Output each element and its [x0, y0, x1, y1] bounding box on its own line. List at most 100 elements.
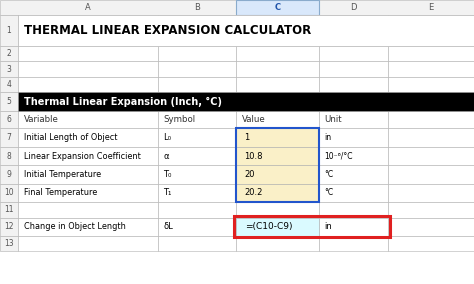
Bar [236, 111, 319, 128]
Bar [158, 165, 236, 184]
Bar [319, 111, 388, 128]
Text: Symbol: Symbol [164, 115, 196, 124]
Text: 3: 3 [7, 64, 11, 74]
Bar [319, 61, 388, 77]
Bar [18, 202, 158, 218]
Bar [158, 92, 236, 111]
Text: 13: 13 [4, 239, 14, 248]
Bar [236, 128, 319, 147]
Text: 7: 7 [7, 133, 11, 142]
Text: A: A [85, 3, 91, 12]
Bar [319, 15, 388, 46]
Bar [319, 128, 388, 147]
Text: 20: 20 [245, 170, 255, 179]
Bar [18, 15, 474, 46]
Text: °C: °C [325, 170, 334, 179]
Bar [236, 184, 319, 202]
Bar [388, 46, 474, 61]
Text: =(C10-C9): =(C10-C9) [245, 222, 292, 231]
Text: 2: 2 [7, 49, 11, 58]
Bar [18, 77, 158, 92]
Bar [0, 77, 18, 92]
Bar [0, 46, 18, 61]
Bar [0, 236, 18, 251]
Bar [158, 147, 236, 165]
Bar [0, 184, 18, 202]
Bar [388, 77, 474, 92]
Bar [158, 111, 236, 128]
Bar [388, 92, 474, 111]
Text: Value: Value [242, 115, 265, 124]
Bar [319, 202, 388, 218]
Bar [0, 61, 18, 77]
Bar [236, 61, 319, 77]
Bar [18, 15, 158, 46]
Bar [236, 15, 319, 46]
Text: 12: 12 [4, 222, 14, 231]
Bar [158, 184, 236, 202]
Bar [158, 61, 236, 77]
Bar [319, 77, 388, 92]
Text: Thermal Linear Expansion (Inch, °C): Thermal Linear Expansion (Inch, °C) [24, 97, 222, 107]
Bar [319, 218, 388, 236]
Bar [236, 46, 319, 61]
Bar [0, 202, 18, 218]
Bar [319, 92, 388, 111]
Bar [18, 236, 158, 251]
Bar [319, 165, 388, 184]
Bar [388, 61, 474, 77]
Bar [236, 165, 319, 184]
Bar [236, 184, 319, 202]
Text: C: C [274, 3, 281, 12]
Bar [388, 111, 474, 128]
Text: α: α [164, 152, 169, 160]
Bar [236, 202, 319, 218]
Text: in: in [325, 222, 332, 231]
Bar [236, 128, 319, 147]
Text: THERMAL LINEAR EXPANSION CALCULATOR: THERMAL LINEAR EXPANSION CALCULATOR [24, 24, 311, 37]
Text: in: in [325, 133, 332, 142]
Bar [236, 92, 319, 111]
Text: 9: 9 [7, 170, 11, 179]
Text: B: B [194, 3, 200, 12]
Bar [18, 218, 158, 236]
Bar [18, 147, 158, 165]
Text: 8: 8 [7, 152, 11, 160]
Bar [18, 46, 158, 61]
Bar [158, 236, 236, 251]
Text: Variable: Variable [24, 115, 59, 124]
Text: T₀: T₀ [164, 170, 172, 179]
Text: T₁: T₁ [164, 189, 172, 197]
Bar [388, 202, 474, 218]
Bar [18, 111, 158, 128]
Bar [0, 147, 18, 165]
Bar [388, 147, 474, 165]
Bar [388, 236, 474, 251]
Bar [388, 165, 474, 184]
Text: Initial Length of Object: Initial Length of Object [24, 133, 117, 142]
Bar [388, 15, 474, 46]
Text: 10: 10 [4, 189, 14, 197]
Text: 1: 1 [7, 26, 11, 35]
Text: 4: 4 [7, 80, 11, 89]
Text: 10.8: 10.8 [245, 152, 263, 160]
Bar [0, 165, 18, 184]
Text: 11: 11 [4, 205, 14, 214]
Text: Final Temperature: Final Temperature [24, 189, 97, 197]
Bar [319, 46, 388, 61]
Bar [18, 184, 158, 202]
Text: D: D [350, 3, 356, 12]
Bar [18, 92, 474, 111]
Text: E: E [428, 3, 434, 12]
Bar [18, 61, 158, 77]
Bar [388, 128, 474, 147]
Bar [0, 15, 18, 46]
Bar [236, 147, 319, 165]
Text: 1: 1 [245, 133, 250, 142]
Bar [18, 128, 158, 147]
Bar [236, 128, 319, 202]
Text: 20.2: 20.2 [245, 189, 263, 197]
Bar [319, 184, 388, 202]
Text: 10⁻⁶/°C: 10⁻⁶/°C [325, 152, 353, 160]
Bar [0, 0, 474, 15]
